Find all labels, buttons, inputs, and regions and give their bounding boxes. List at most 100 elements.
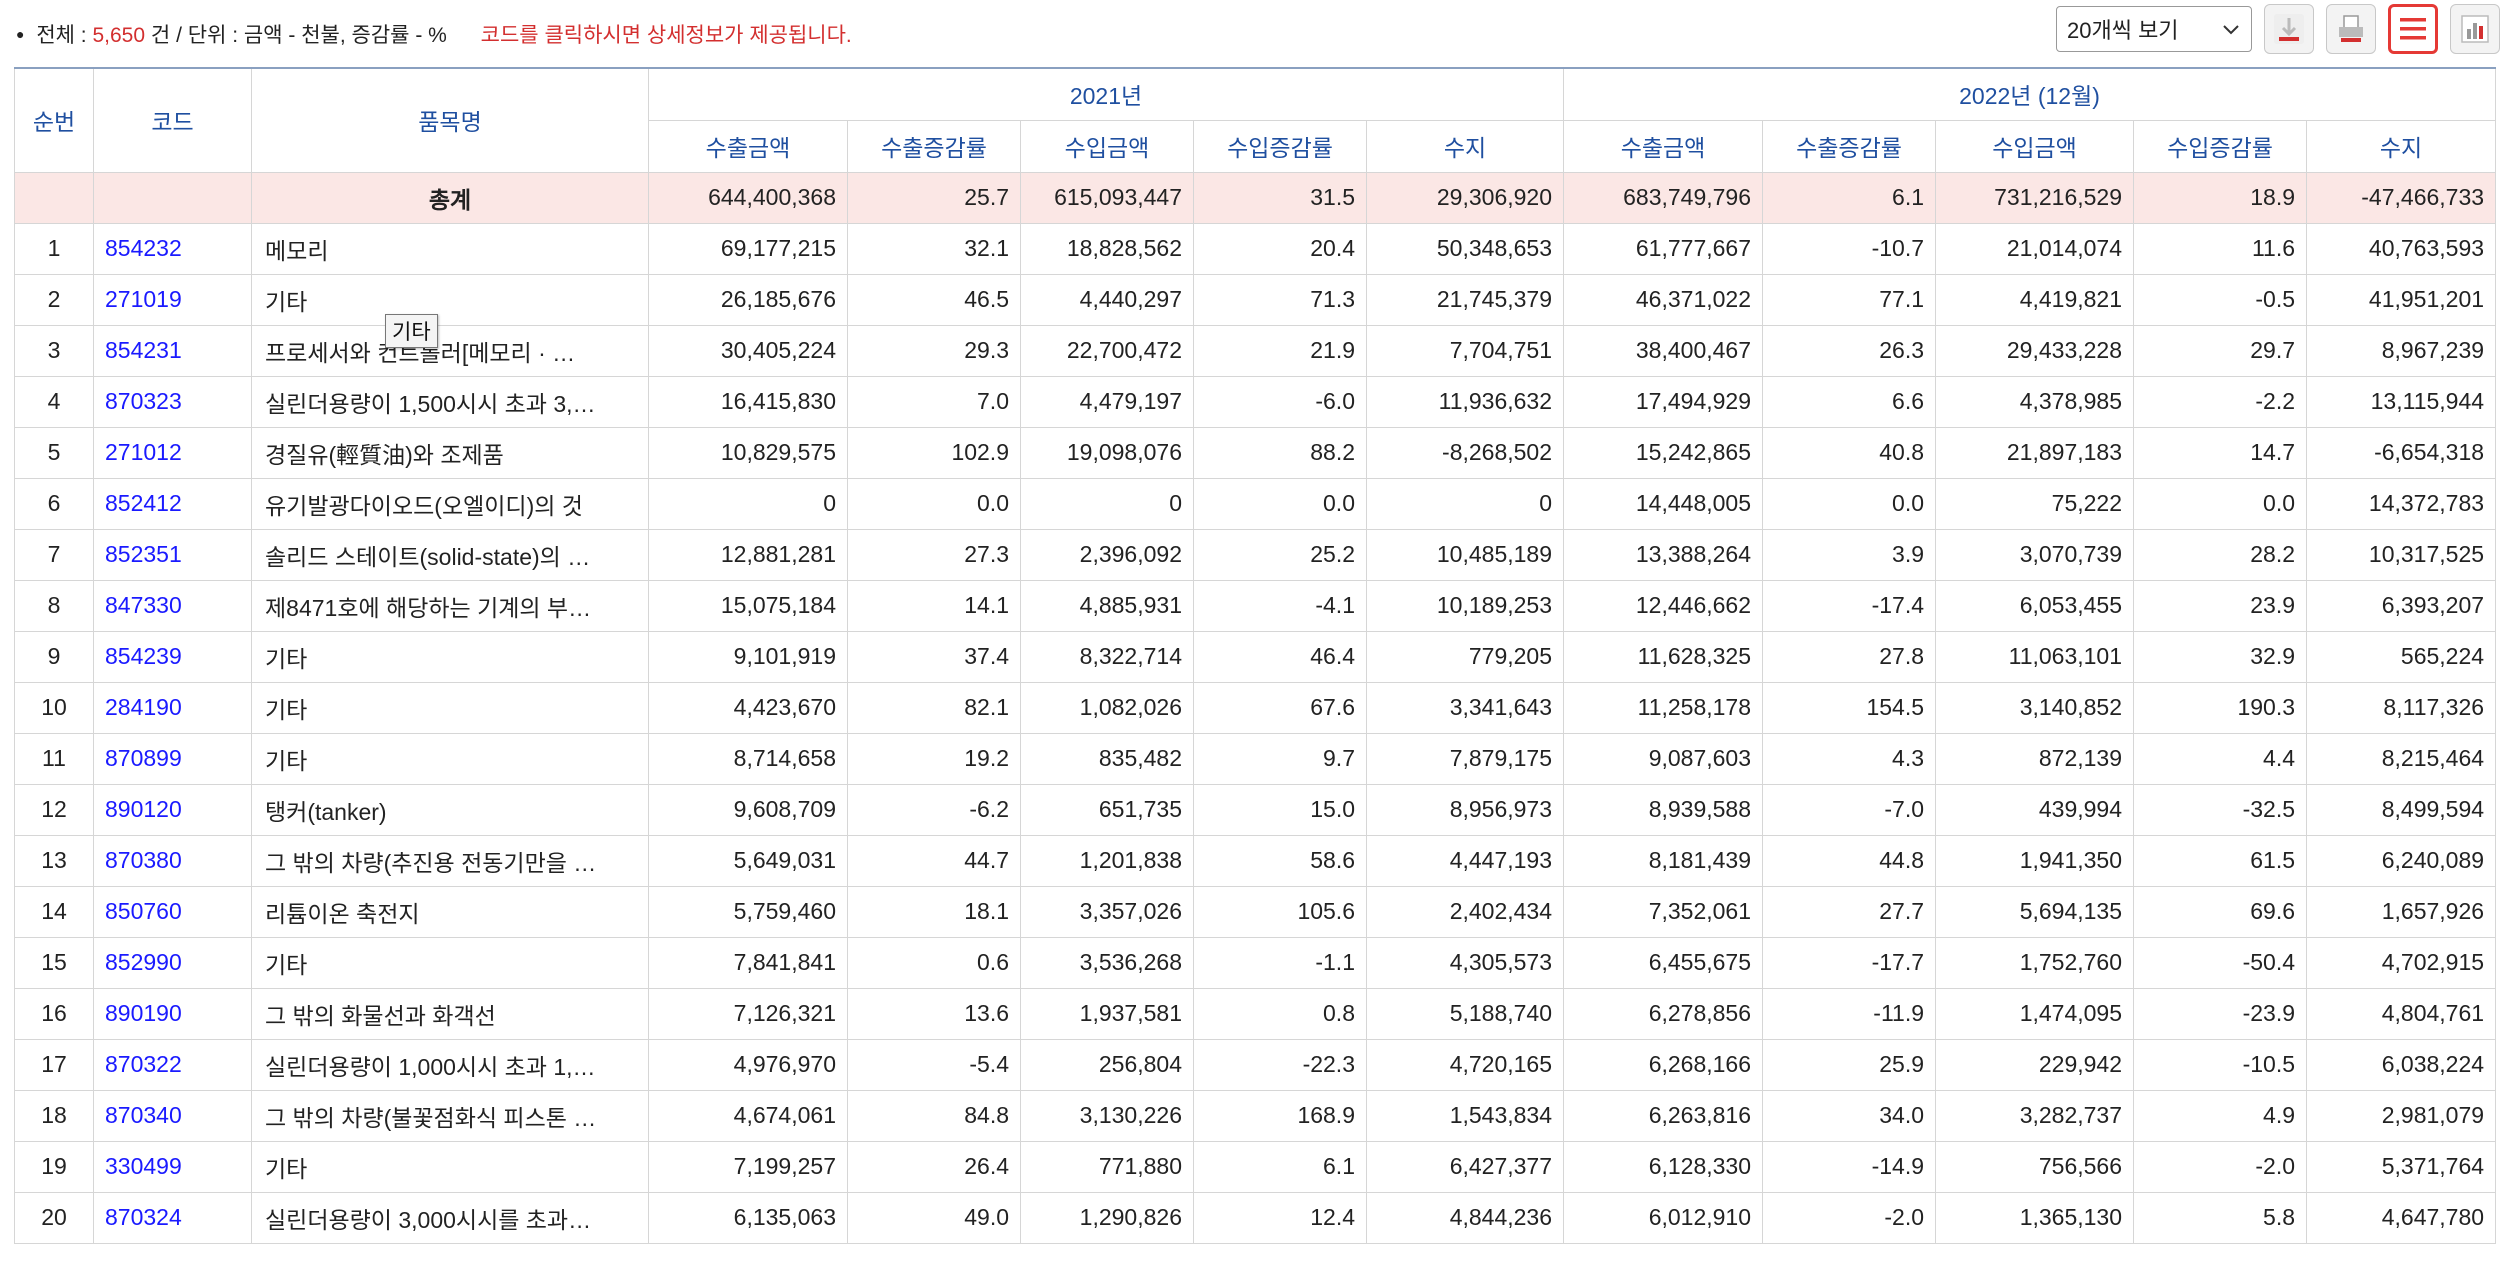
value-cell: 8,322,714 (1020, 630, 1194, 683)
tooltip: 기타 (385, 314, 438, 348)
value-cell: 439,994 (1935, 783, 2135, 836)
value-cell: 9,608,709 (648, 783, 848, 836)
total-value-cell: 615,093,447 (1020, 171, 1194, 224)
summary-line: ● 전체 : 5,650 건 / 단위 : 금액 - 천불, 증감률 - % 코… (16, 19, 852, 49)
code-link[interactable]: 854231 (93, 324, 252, 377)
code-link[interactable]: 271019 (93, 273, 252, 326)
code-link[interactable]: 870323 (93, 375, 252, 428)
count-unit: 건 (150, 24, 171, 47)
item-name-cell: 기타 (251, 681, 649, 734)
value-cell: 756,566 (1935, 1140, 2135, 1193)
code-link[interactable]: 870324 (93, 1191, 252, 1244)
code-link[interactable]: 854239 (93, 630, 252, 683)
total-value-cell: 644,400,368 (648, 171, 848, 224)
value-cell: 10,485,189 (1365, 528, 1565, 581)
value-cell: 13,388,264 (1563, 528, 1764, 581)
value-cell: 12.4 (1193, 1191, 1367, 1244)
value-cell: 7,199,257 (648, 1140, 848, 1193)
value-cell: 14.7 (2133, 426, 2308, 479)
list-view-button[interactable] (2388, 4, 2438, 54)
value-cell: 1,941,350 (1935, 834, 2135, 887)
value-cell: 4.4 (2133, 732, 2308, 785)
value-cell: 4,720,165 (1365, 1038, 1565, 1091)
value-cell: 2,396,092 (1020, 528, 1194, 581)
value-cell: -6.2 (847, 783, 1021, 836)
value-cell: 651,735 (1020, 783, 1194, 836)
value-cell: 29.3 (847, 324, 1021, 377)
value-cell: 4,447,193 (1365, 834, 1565, 887)
value-cell: -4.1 (1193, 579, 1367, 632)
slash: / (176, 24, 182, 47)
rank-cell: 19 (14, 1140, 94, 1193)
code-link[interactable]: 870340 (93, 1089, 252, 1142)
value-cell: 7.0 (847, 375, 1021, 428)
code-link[interactable]: 850760 (93, 885, 252, 938)
trade-table: 순번 코드 품목명 2021년 2022년 (12월) 수출금액 수출증감률 수… (14, 67, 2497, 1244)
value-cell: 7,704,751 (1365, 324, 1565, 377)
total-value-cell: 31.5 (1193, 171, 1367, 224)
code-link[interactable]: 890190 (93, 987, 252, 1040)
value-cell: 2,402,434 (1365, 885, 1565, 938)
code-link[interactable]: 852990 (93, 936, 252, 989)
value-cell: 6,038,224 (2306, 1038, 2497, 1091)
header-export-growth: 수출증감률 (847, 119, 1021, 173)
value-cell: 6,393,207 (2306, 579, 2497, 632)
print-button[interactable] (2326, 4, 2376, 54)
value-cell: 4.9 (2133, 1089, 2308, 1142)
code-link[interactable]: 284190 (93, 681, 252, 734)
code-link[interactable]: 890120 (93, 783, 252, 836)
value-cell: 10,189,253 (1365, 579, 1565, 632)
table-row: 7 852351 솔리드 스테이트(solid-state)의 … 12,881,28… (14, 528, 2497, 581)
value-cell: 6,455,675 (1563, 936, 1764, 989)
code-link[interactable]: 854232 (93, 222, 252, 275)
rank-cell: 6 (14, 477, 94, 530)
value-cell: 3,536,268 (1020, 936, 1194, 989)
header-import-amount: 수입금액 (1020, 119, 1194, 173)
value-cell: 5,188,740 (1365, 987, 1565, 1040)
value-cell: 26.4 (847, 1140, 1021, 1193)
value-cell: 0 (1365, 477, 1565, 530)
value-cell: 102.9 (847, 426, 1021, 479)
code-link[interactable]: 870322 (93, 1038, 252, 1091)
item-name-cell: 실린더용량이 1,500시시 초과 3,… (251, 375, 649, 428)
value-cell: 771,880 (1020, 1140, 1194, 1193)
value-cell: 15,242,865 (1563, 426, 1764, 479)
value-cell: 6.1 (1193, 1140, 1367, 1193)
page-size-select[interactable]: 20개씩 보기 (2056, 6, 2252, 52)
value-cell: 565,224 (2306, 630, 2497, 683)
code-link[interactable]: 330499 (93, 1140, 252, 1193)
value-cell: 40,763,593 (2306, 222, 2497, 275)
download-button[interactable] (2264, 4, 2314, 54)
table-row: 19 330499 기타 7,199,257 26.4 771,880 6.1 6,427,3… (14, 1140, 2497, 1193)
value-cell: 75,222 (1935, 477, 2135, 530)
code-link[interactable]: 870380 (93, 834, 252, 887)
total-value-cell: 683,749,796 (1563, 171, 1764, 224)
table-row: 3 854231 프로세서와 컨트롤러[메모리 · … 30,405,224 29.3 2… (14, 324, 2497, 377)
code-link[interactable]: 852351 (93, 528, 252, 581)
code-link[interactable]: 870899 (93, 732, 252, 785)
value-cell: 1,937,581 (1020, 987, 1194, 1040)
download-icon (2274, 14, 2304, 44)
code-link[interactable]: 852412 (93, 477, 252, 530)
rank-cell: 15 (14, 936, 94, 989)
value-cell: 27.3 (847, 528, 1021, 581)
table-row: 2 271019 기타 26,185,676 46.5 4,440,297 71.3 21,7… (14, 273, 2497, 326)
value-cell: 3,357,026 (1020, 885, 1194, 938)
value-cell: 34.0 (1762, 1089, 1937, 1142)
header-rank: 순번 (14, 67, 94, 173)
separator: : (232, 24, 239, 47)
table-header: 순번 코드 품목명 2021년 2022년 (12월) 수출금액 수출증감률 수… (14, 67, 2497, 173)
value-cell: 26,185,676 (648, 273, 848, 326)
table-row: 9 854239 기타 9,101,919 37.4 8,322,714 46.4 779,2… (14, 630, 2497, 683)
value-cell: 8,956,973 (1365, 783, 1565, 836)
rank-cell: 1 (14, 222, 94, 275)
rank-cell: 10 (14, 681, 94, 734)
code-link[interactable]: 847330 (93, 579, 252, 632)
chart-view-button[interactable] (2450, 4, 2500, 54)
value-cell: 168.9 (1193, 1089, 1367, 1142)
value-cell: 872,139 (1935, 732, 2135, 785)
code-link[interactable]: 271012 (93, 426, 252, 479)
value-cell: 4,423,670 (648, 681, 848, 734)
value-cell: 154.5 (1762, 681, 1937, 734)
value-cell: 1,365,130 (1935, 1191, 2135, 1244)
